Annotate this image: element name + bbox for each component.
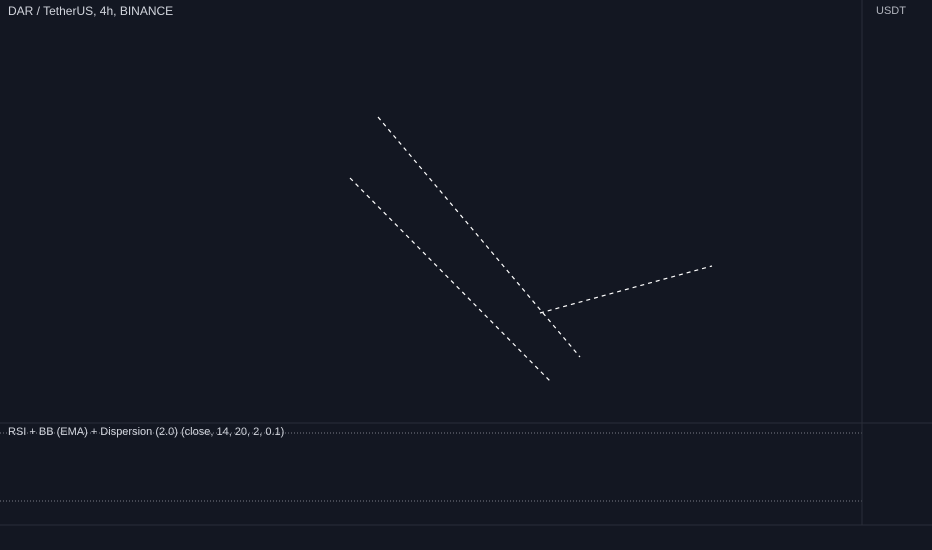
- currency: USDT: [876, 5, 906, 17]
- indicator-title: RSI + BB (EMA) + Dispersion (2.0) (close…: [8, 426, 284, 438]
- trend-lines: [349, 116, 713, 382]
- trend-line: [539, 265, 713, 314]
- symbol-title: DAR / TetherUS, 4h, BINANCE: [8, 4, 173, 18]
